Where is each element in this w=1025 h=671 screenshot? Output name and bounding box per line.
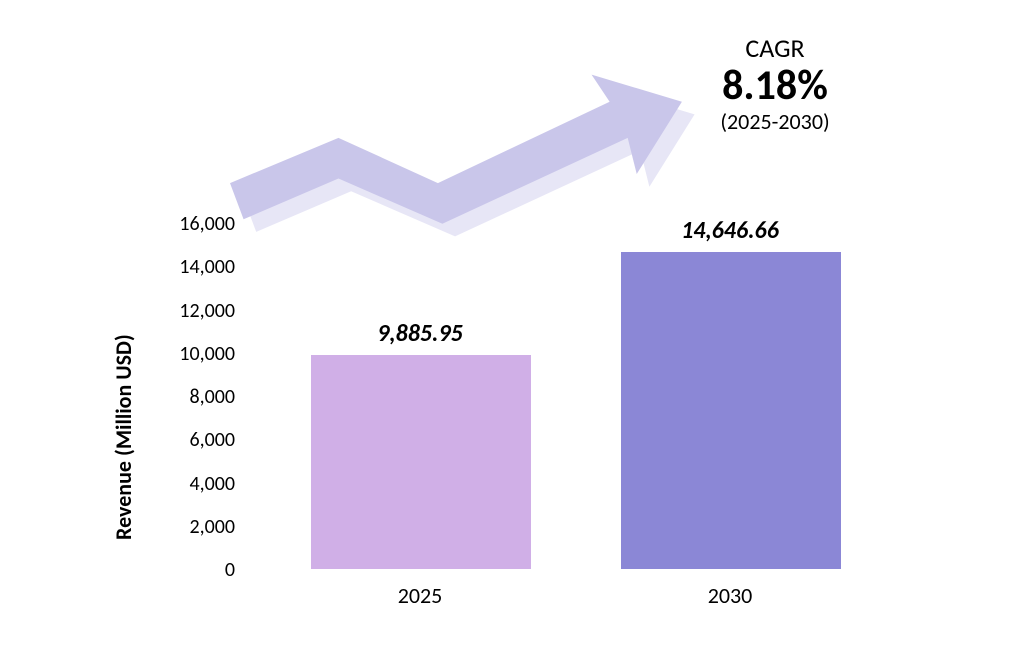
bar-value-label: 14,646.66: [590, 216, 870, 245]
plot-area: 9,885.9514,646.66: [245, 224, 905, 570]
y-tick-label: 8,000: [145, 385, 235, 409]
y-axis-title: Revenue (Million USD): [110, 334, 137, 540]
bar-2030: [620, 251, 842, 570]
y-tick-label: 4,000: [145, 472, 235, 496]
cagr-callout: CAGR 8.18% (2025-2030): [665, 32, 885, 135]
y-tick-label: 2,000: [145, 515, 235, 539]
y-tick-label: 14,000: [145, 255, 235, 279]
y-tick-label: 0: [145, 558, 235, 582]
y-tick-label: 16,000: [145, 212, 235, 236]
y-tick-label: 10,000: [145, 342, 235, 366]
cagr-value: 8.18%: [665, 64, 885, 108]
y-tick-label: 6,000: [145, 428, 235, 452]
cagr-period: (2025-2030): [665, 108, 885, 135]
y-tick-label: 12,000: [145, 299, 235, 323]
bar-2025: [310, 354, 532, 570]
revenue-bar-chart: Revenue (Million USD) 0 2,000 4,000 6,000 8,…: [0, 0, 1025, 671]
x-tick-label: 2030: [620, 582, 840, 609]
bar-value-label: 9,885.95: [280, 319, 560, 348]
x-tick-label: 2025: [310, 582, 530, 609]
